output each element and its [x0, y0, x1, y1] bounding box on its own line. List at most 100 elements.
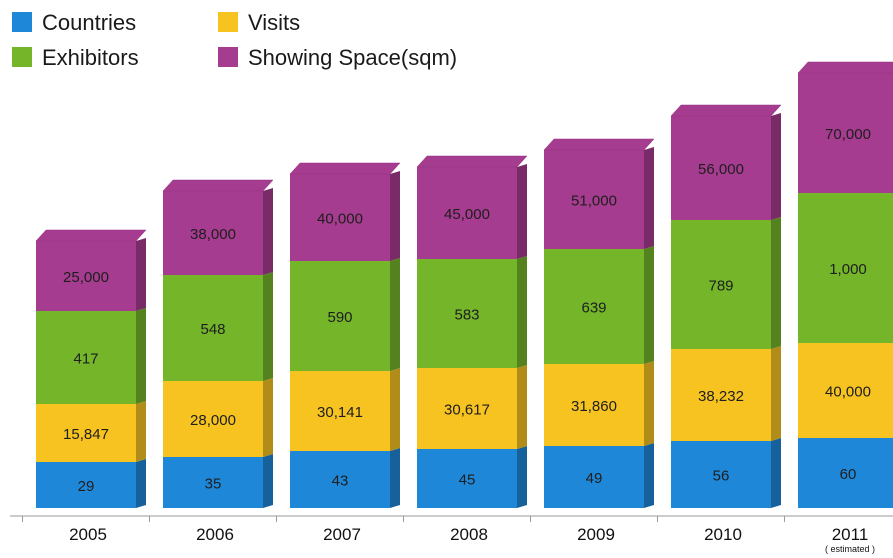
- x-axis: 2005 2006 2007 2008 2009 2010 2011( estimated …: [10, 515, 893, 554]
- bars: 29 15,847 417 25,000 35 28,000 548 38,000 43 30,1…: [35, 61, 893, 508]
- bar-top-2005: [35, 229, 147, 242]
- data-label: 40,000: [825, 384, 871, 401]
- data-label: 548: [200, 321, 225, 338]
- legend-label: Exhibitors: [42, 45, 139, 70]
- bar-side-visits-2005: [136, 401, 146, 462]
- bar-segment-countries-2011: [798, 438, 893, 508]
- bar-segment-visits-2005: [36, 404, 136, 462]
- data-label: 38,232: [698, 388, 744, 405]
- x-tick-label: 2006: [196, 525, 234, 544]
- bar-top-2008: [416, 155, 528, 168]
- bar-segment-showing-space-sqm-2005: [36, 241, 136, 311]
- bar-side-showing-space-sqm-2008: [517, 164, 527, 259]
- bar-top-2011: [797, 61, 893, 74]
- data-label: 639: [581, 300, 606, 317]
- data-label: 31,860: [571, 398, 617, 415]
- bar-segment-exhibitors-2005: [36, 311, 136, 404]
- bar-2008: 45 30,617 583 45,000: [416, 155, 528, 508]
- bar-segment-visits-2011: [798, 343, 893, 438]
- legend-item-countries: Countries: [12, 10, 136, 35]
- data-label: 28,000: [190, 412, 236, 429]
- bar-segment-showing-space-sqm-2007: [290, 174, 390, 261]
- data-label: 30,617: [444, 402, 490, 419]
- data-label: 56: [713, 468, 730, 485]
- data-label: 45: [459, 472, 476, 489]
- legend-swatch: [218, 12, 238, 32]
- bar-side-exhibitors-2008: [517, 256, 527, 368]
- legend-swatch: [218, 47, 238, 67]
- bar-2005: 29 15,847 417 25,000: [35, 229, 147, 508]
- data-label: 56,000: [698, 161, 744, 178]
- bar-side-countries-2010: [771, 438, 781, 508]
- data-label: 583: [454, 307, 479, 324]
- legend-swatch: [12, 12, 32, 32]
- data-label: 590: [327, 309, 352, 326]
- x-tick-label: 2007: [323, 525, 361, 544]
- bar-segment-visits-2007: [290, 371, 390, 451]
- bar-side-visits-2007: [390, 368, 400, 451]
- bar-side-showing-space-sqm-2010: [771, 113, 781, 220]
- bar-side-showing-space-sqm-2009: [644, 147, 654, 249]
- bar-side-countries-2008: [517, 446, 527, 508]
- legend-label: Countries: [42, 10, 136, 35]
- legend-item-visits: Visits: [218, 10, 300, 35]
- x-tick-label: 2008: [450, 525, 488, 544]
- bar-segment-countries-2005: [36, 462, 136, 508]
- x-tick-label: 2009: [577, 525, 615, 544]
- bar-segment-showing-space-sqm-2006: [163, 191, 263, 275]
- bar-segment-exhibitors-2008: [417, 259, 517, 368]
- legend-item-exhibitors: Exhibitors: [12, 45, 139, 70]
- bar-segment-visits-2006: [163, 381, 263, 457]
- bar-side-visits-2008: [517, 365, 527, 449]
- data-label: 1,000: [829, 261, 867, 278]
- bar-side-countries-2006: [263, 454, 273, 508]
- legend-label: Showing Space(sqm): [248, 45, 457, 70]
- x-tick-label: 2010: [704, 525, 742, 544]
- bar-side-exhibitors-2007: [390, 258, 400, 371]
- data-label: 45,000: [444, 206, 490, 223]
- bar-side-exhibitors-2010: [771, 217, 781, 349]
- bar-2006: 35 28,000 548 38,000: [162, 179, 274, 508]
- bar-side-countries-2005: [136, 459, 146, 508]
- data-label: 40,000: [317, 211, 363, 228]
- data-label: 417: [73, 351, 98, 368]
- data-label: 30,141: [317, 404, 363, 421]
- x-tick-label: 2005: [69, 525, 107, 544]
- bar-segment-showing-space-sqm-2009: [544, 150, 644, 249]
- bar-side-visits-2009: [644, 361, 654, 446]
- legend: Countries Visits Exhibitors Showing Space(s…: [12, 10, 457, 70]
- legend-label: Visits: [248, 10, 300, 35]
- bar-segment-countries-2009: [544, 446, 644, 508]
- bar-top-2009: [543, 138, 655, 151]
- bar-segment-countries-2010: [671, 441, 771, 508]
- x-tick-label: 2011: [832, 525, 869, 544]
- data-label: 15,847: [63, 426, 109, 443]
- data-label: 49: [586, 470, 603, 487]
- bar-segment-showing-space-sqm-2010: [671, 116, 771, 220]
- legend-swatch: [12, 47, 32, 67]
- bar-top-2007: [289, 162, 401, 175]
- bar-segment-visits-2008: [417, 368, 517, 449]
- data-label: 25,000: [63, 269, 109, 286]
- bar-side-exhibitors-2005: [136, 308, 146, 404]
- data-label: 60: [840, 466, 857, 483]
- bar-side-visits-2006: [263, 378, 273, 457]
- bar-side-exhibitors-2006: [263, 272, 273, 381]
- bar-segment-exhibitors-2009: [544, 249, 644, 364]
- bar-segment-countries-2008: [417, 449, 517, 508]
- data-label: 35: [205, 476, 222, 493]
- bar-side-showing-space-sqm-2007: [390, 171, 400, 261]
- data-label: 70,000: [825, 126, 871, 143]
- bar-segment-exhibitors-2011: [798, 193, 893, 343]
- bar-side-visits-2010: [771, 346, 781, 441]
- data-label: 29: [78, 478, 95, 495]
- x-tick-note: ( estimated ): [825, 544, 875, 554]
- bar-segment-countries-2007: [290, 451, 390, 508]
- bar-side-countries-2009: [644, 443, 654, 508]
- data-label: 43: [332, 473, 349, 490]
- data-label: 789: [708, 278, 733, 295]
- bar-side-showing-space-sqm-2006: [263, 188, 273, 275]
- bar-top-2006: [162, 179, 274, 192]
- bar-segment-exhibitors-2006: [163, 275, 263, 381]
- bar-top-2010: [670, 104, 782, 117]
